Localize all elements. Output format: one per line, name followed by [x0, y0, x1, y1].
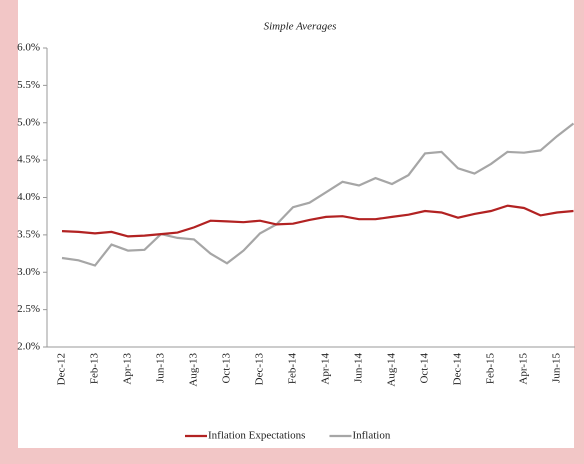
x-tick-label: Dec-12	[56, 353, 68, 385]
x-tick-label: Aug-13	[188, 353, 200, 387]
y-tick-label: 4.5%	[17, 154, 40, 166]
y-tick-label: 5.0%	[17, 116, 40, 128]
chart-subtitle: Simple Averages	[264, 21, 337, 33]
line-series	[61, 204, 574, 238]
y-tick-label: 5.5%	[17, 79, 40, 91]
x-tick-label: Oct-13	[221, 353, 233, 384]
line-series	[61, 122, 575, 267]
x-tick-label: Apr-14	[320, 353, 332, 385]
y-tick-label: 4.0%	[17, 191, 40, 203]
y-tick-label: 6.0%	[17, 42, 40, 54]
x-tick-label: Dec-14	[452, 353, 464, 386]
x-tick-label: Feb-15	[485, 353, 497, 385]
x-tick-label: Feb-14	[287, 353, 299, 385]
x-tick-label: Dec-13	[254, 353, 266, 386]
y-tick-label: 2.0%	[17, 341, 40, 353]
x-tick-label: Jun-13	[155, 353, 167, 383]
legend-label: Inflation Expectations	[208, 430, 305, 442]
x-tick-label: Oct-14	[419, 353, 431, 384]
x-tick-label: Aug-14	[386, 353, 398, 387]
x-tick-label: Jun-14	[353, 353, 365, 383]
y-tick-label: 3.5%	[17, 228, 40, 240]
y-tick-label: 3.0%	[17, 266, 40, 278]
x-tick-label: Feb-13	[89, 353, 101, 385]
y-tick-label: 2.5%	[17, 303, 40, 315]
x-tick-label: Apr-15	[518, 353, 530, 385]
x-tick-label: Apr-13	[122, 353, 134, 385]
x-tick-label: Jun-15	[551, 353, 563, 383]
legend-label: Inflation	[352, 430, 390, 442]
